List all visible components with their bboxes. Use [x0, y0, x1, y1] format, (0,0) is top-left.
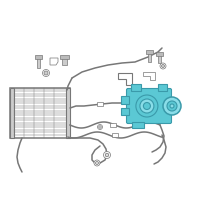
Bar [148, 52, 151, 62]
Circle shape [42, 70, 50, 76]
Bar [121, 108, 129, 115]
Bar [158, 84, 167, 91]
Bar [37, 58, 40, 68]
Polygon shape [50, 58, 58, 65]
Circle shape [167, 101, 177, 111]
Bar [62, 58, 67, 65]
Bar [66, 88, 70, 138]
Bar [66, 88, 70, 138]
Bar [156, 52, 163, 56]
Circle shape [94, 160, 100, 166]
FancyBboxPatch shape [127, 88, 172, 123]
Bar [10, 88, 14, 138]
Circle shape [96, 162, 98, 164]
Bar [35, 55, 42, 59]
Bar [60, 55, 69, 59]
Bar [10, 88, 70, 138]
Circle shape [98, 124, 102, 130]
Circle shape [104, 152, 110, 158]
Circle shape [163, 97, 181, 115]
Bar [97, 102, 103, 106]
Polygon shape [118, 73, 132, 85]
Circle shape [160, 63, 166, 69]
Bar [121, 96, 129, 104]
Circle shape [170, 104, 174, 108]
Bar [131, 84, 141, 91]
Bar [132, 122, 144, 128]
Circle shape [143, 102, 150, 110]
Circle shape [140, 99, 154, 113]
Circle shape [105, 153, 109, 157]
Bar [110, 123, 116, 127]
Circle shape [136, 95, 158, 117]
Circle shape [99, 126, 101, 128]
Polygon shape [143, 72, 155, 80]
Circle shape [44, 71, 48, 75]
Bar [158, 55, 161, 63]
Bar [112, 133, 118, 137]
Bar [10, 88, 14, 138]
Circle shape [162, 64, 164, 68]
Bar [146, 50, 153, 54]
